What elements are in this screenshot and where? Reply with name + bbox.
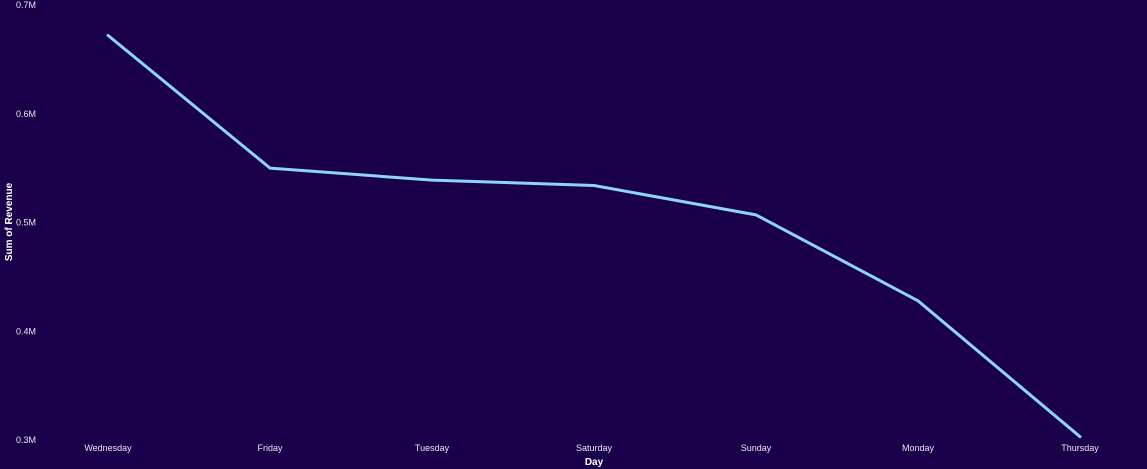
x-axis: Wednesday Friday Tuesday Saturday Sunday Mond… (84, 443, 1099, 453)
x-tick-label: Thursday (1061, 443, 1099, 453)
y-tick-label: 0.5M (16, 218, 36, 228)
y-axis: 0.3M 0.4M 0.5M 0.6M 0.7M (16, 0, 36, 445)
y-tick-label: 0.7M (16, 0, 36, 10)
x-tick-label: Tuesday (415, 443, 450, 453)
y-tick-label: 0.6M (16, 109, 36, 119)
y-axis-title: Sum of Revenue (4, 182, 15, 261)
x-axis-title: Day (585, 457, 604, 468)
x-tick-label: Monday (902, 443, 935, 453)
y-tick-label: 0.3M (16, 435, 36, 445)
x-tick-label: Sunday (741, 443, 772, 453)
y-tick-label: 0.4M (16, 326, 36, 336)
x-tick-label: Saturday (576, 443, 613, 453)
x-tick-label: Wednesday (84, 443, 132, 453)
series-layer (106, 33, 1082, 439)
x-tick-label: Friday (257, 443, 283, 453)
series-line (106, 33, 1082, 439)
